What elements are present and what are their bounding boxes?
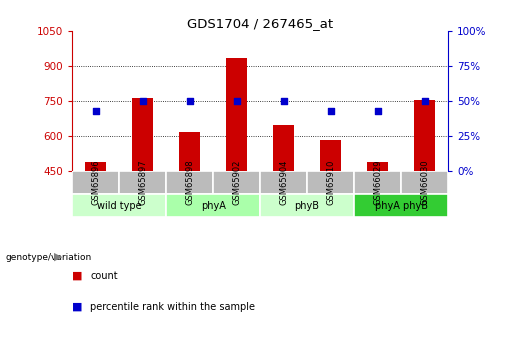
Point <box>139 98 147 104</box>
Point <box>185 98 194 104</box>
Bar <box>85 162 106 171</box>
FancyBboxPatch shape <box>72 171 119 194</box>
Bar <box>179 132 200 171</box>
Text: GSM65897: GSM65897 <box>138 160 147 205</box>
Point <box>373 108 382 114</box>
Text: phyB: phyB <box>295 201 320 211</box>
Text: genotype/variation: genotype/variation <box>5 253 91 262</box>
Title: GDS1704 / 267465_at: GDS1704 / 267465_at <box>187 17 333 30</box>
FancyBboxPatch shape <box>72 194 166 217</box>
Point <box>327 108 335 114</box>
FancyBboxPatch shape <box>307 171 354 194</box>
FancyBboxPatch shape <box>213 171 260 194</box>
FancyBboxPatch shape <box>119 171 166 194</box>
Text: GSM65904: GSM65904 <box>279 160 288 205</box>
Point <box>280 98 288 104</box>
Text: wild type: wild type <box>97 201 142 211</box>
Text: GSM65896: GSM65896 <box>91 160 100 205</box>
FancyBboxPatch shape <box>354 194 448 217</box>
FancyBboxPatch shape <box>166 194 260 217</box>
Text: ▶: ▶ <box>54 252 63 262</box>
Text: ■: ■ <box>72 302 82 312</box>
Bar <box>226 58 247 171</box>
Text: GSM66029: GSM66029 <box>373 160 382 205</box>
Bar <box>367 162 388 171</box>
Text: count: count <box>90 271 118 281</box>
Bar <box>320 140 341 171</box>
Bar <box>414 100 435 171</box>
FancyBboxPatch shape <box>166 171 213 194</box>
FancyBboxPatch shape <box>260 194 354 217</box>
Point <box>232 98 241 104</box>
FancyBboxPatch shape <box>401 171 448 194</box>
Text: GSM65910: GSM65910 <box>326 160 335 205</box>
FancyBboxPatch shape <box>260 171 307 194</box>
Text: phyA: phyA <box>201 201 226 211</box>
Text: ■: ■ <box>72 271 82 281</box>
Text: percentile rank within the sample: percentile rank within the sample <box>90 302 255 312</box>
Text: phyA phyB: phyA phyB <box>374 201 427 211</box>
FancyBboxPatch shape <box>354 171 401 194</box>
Point <box>420 98 428 104</box>
Point <box>92 108 100 114</box>
Bar <box>273 125 294 171</box>
Text: GSM65902: GSM65902 <box>232 160 241 205</box>
Text: GSM66030: GSM66030 <box>420 160 429 205</box>
Text: GSM65898: GSM65898 <box>185 160 194 205</box>
Bar <box>132 98 153 171</box>
